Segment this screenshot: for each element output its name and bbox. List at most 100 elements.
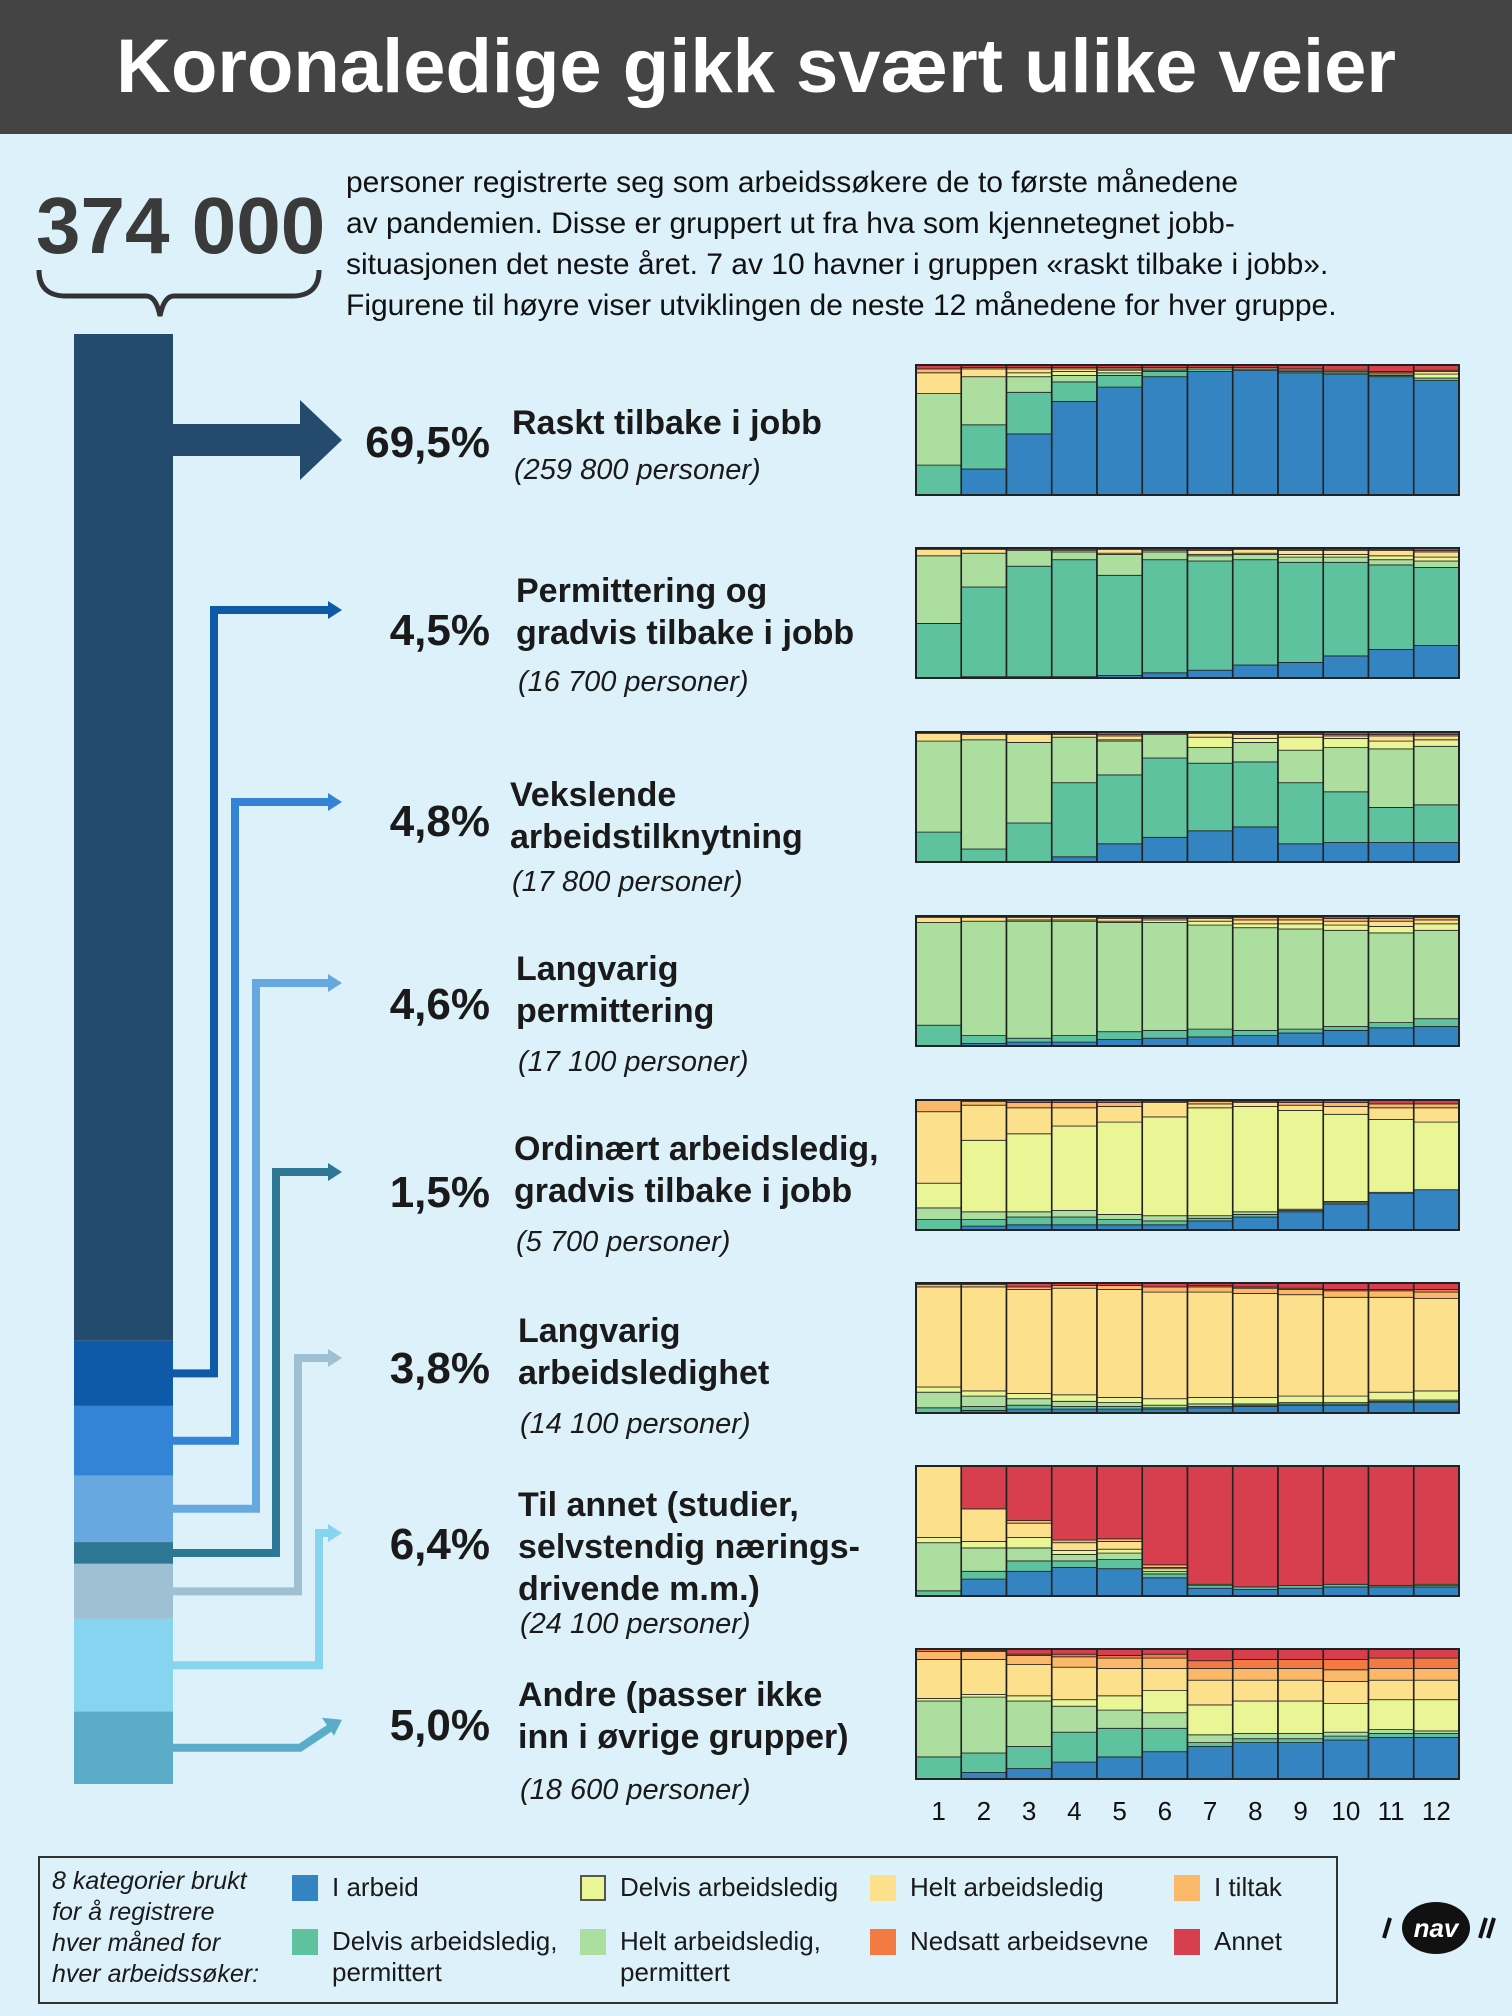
stack-segment: [1006, 1537, 1053, 1549]
stack-segment: [1413, 1648, 1460, 1659]
group-name: Langvarig permittering: [516, 948, 714, 1032]
stack-segment: [1096, 1552, 1143, 1560]
stack-segment: [1232, 1742, 1279, 1780]
stack-segment: [1187, 1734, 1234, 1744]
stack-segment: [915, 740, 962, 833]
stack-segment: [1096, 574, 1143, 676]
stack-segment: [1141, 1465, 1188, 1566]
group-percent: 6,4%: [389, 1520, 490, 1569]
stack-segment: [1006, 376, 1053, 393]
flow-arrow: [173, 1168, 330, 1557]
stack-segment: [1141, 376, 1188, 496]
group-name: Vekslende arbeidstilknytning: [510, 774, 803, 858]
stack-segment: [1096, 1657, 1143, 1669]
flow-arrow: [173, 1724, 333, 1752]
group-name: Raskt tilbake i jobb: [512, 402, 822, 444]
stack-segment: [1368, 1402, 1415, 1414]
stack-segment: [1006, 368, 1053, 374]
stack-segment: [1096, 1727, 1143, 1758]
stack-segment: [1322, 1681, 1369, 1705]
stack-segment: [1096, 1559, 1143, 1570]
stack-segment: [1096, 1106, 1143, 1123]
stack-segment: [1368, 1022, 1415, 1029]
stack-segment: [1006, 742, 1053, 824]
stack-segment: [1322, 1290, 1369, 1298]
stack-segment: [1051, 551, 1098, 561]
panel-frame: [915, 915, 1460, 1047]
stack-segment: [1232, 1668, 1279, 1681]
stack-segment: [1413, 735, 1460, 741]
group-percent: 4,8%: [389, 797, 490, 846]
legend-title: 8 kategorier brukt for å registrere hver…: [52, 1866, 259, 1990]
stack-segment: [1141, 1398, 1188, 1406]
stack-segment: [1413, 1668, 1460, 1681]
stack-segment: [1141, 757, 1188, 838]
intro-text: personer registrerte seg som arbeidssøke…: [346, 162, 1476, 326]
stack-segment: [1277, 1700, 1324, 1734]
stack-segment: [1096, 1102, 1143, 1107]
stack-segment: [1141, 1215, 1188, 1222]
panel-frame: [915, 1099, 1460, 1231]
stack-segment: [1277, 372, 1324, 496]
stack-segment: [915, 623, 962, 679]
stack-segment: [960, 1219, 1007, 1227]
stack-segment: [1368, 1103, 1415, 1109]
stack-segment: [1322, 738, 1369, 749]
stack-segment: [1232, 1216, 1279, 1231]
stack-segment: [1322, 1106, 1369, 1115]
stack-segment: [1368, 842, 1415, 863]
stack-segment: [1368, 555, 1415, 561]
stack-segment: [1413, 1699, 1460, 1732]
group-name: Langvarig arbeidsledighet: [518, 1310, 769, 1394]
stack-segment: [1322, 747, 1369, 793]
stack-segment: [1096, 1668, 1143, 1697]
stack-segment: [1322, 1465, 1369, 1585]
stack-segment: [1277, 736, 1324, 751]
stack-segment: [1006, 372, 1053, 378]
stack-segment: [1141, 1657, 1188, 1669]
stack-segment: [1232, 1030, 1279, 1037]
stack-segment: [915, 831, 962, 863]
legend-title-line: hver måned for: [52, 1929, 221, 1957]
stack-segment: [1277, 662, 1324, 679]
column-segment: [74, 1340, 173, 1406]
stack-segment: [1322, 1296, 1369, 1397]
stack-segment: [1051, 1102, 1098, 1109]
stack-segment: [1006, 550, 1053, 567]
month-tick-label: 8: [1248, 1796, 1262, 1826]
legend-label-line: Helt arbeidsledig: [910, 1872, 1104, 1902]
stack-segment: [1368, 1465, 1415, 1586]
stack-segment: [1413, 556, 1460, 562]
stack-segment: [1277, 749, 1324, 784]
stack-segment: [1096, 1695, 1143, 1711]
stack-segment: [1051, 1035, 1098, 1043]
stack-segment: [1141, 734, 1188, 759]
stack-segment: [960, 1406, 1007, 1411]
group-count: (24 100 personer): [520, 1608, 751, 1640]
flow-arrow: [173, 400, 342, 480]
stack-segment: [960, 1508, 1007, 1542]
stack-segment: [1322, 373, 1369, 496]
stack-segment: [1051, 1656, 1098, 1668]
stack-segment: [1277, 561, 1324, 663]
stack-segment: [1322, 1648, 1369, 1660]
legend-label: Annet: [1214, 1926, 1282, 1957]
legend-label-line: Delvis arbeidsledig: [620, 1872, 839, 1902]
stack-segment: [1187, 1679, 1234, 1706]
month-tick-label: 10: [1331, 1796, 1360, 1826]
stack-segment: [1232, 742, 1279, 763]
stack-segment: [1051, 1705, 1098, 1733]
stack-segment: [1413, 919, 1460, 925]
legend-swatch: [580, 1875, 606, 1901]
stack-segment: [915, 1537, 962, 1544]
stack-segment: [1187, 560, 1234, 671]
stack-segment: [1096, 1121, 1143, 1215]
group-name-line: gradvis tilbake i jobb: [516, 614, 855, 652]
stack-segment: [1322, 1395, 1369, 1403]
group-count: (14 100 personer): [520, 1408, 751, 1440]
stack-segment: [1413, 842, 1460, 863]
stack-segment: [1187, 762, 1234, 832]
stack-segment: [1322, 556, 1369, 563]
stack-segment: [1232, 1106, 1279, 1213]
